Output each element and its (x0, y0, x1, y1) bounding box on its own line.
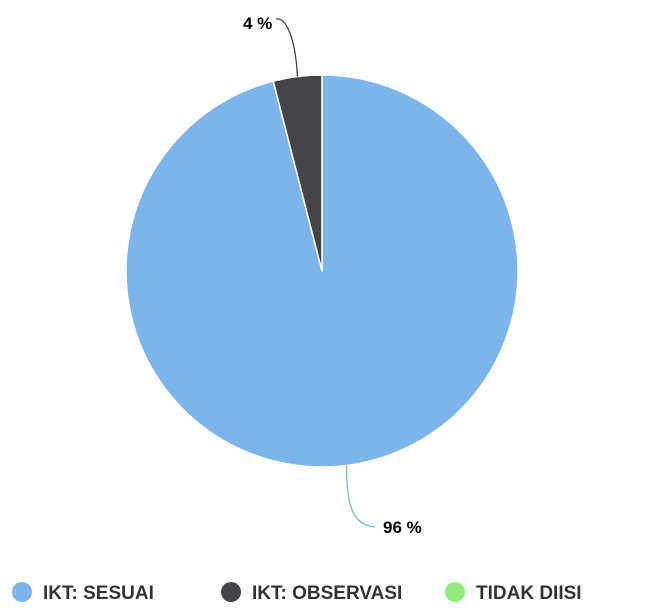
legend-label-ikt-sesuai: IKT: SESUAI (43, 583, 154, 604)
data-label-ikt-sesuai: 96 % (383, 518, 422, 537)
pie-slices (125, 74, 519, 468)
legend: IKT: SESUAI IKT: OBSERVASI TIDAK DIISI (12, 582, 582, 604)
legend-label-ikt-observasi: IKT: OBSERVASI (252, 583, 402, 604)
data-label-ikt-observasi: 4 % (243, 14, 272, 33)
legend-item-ikt-sesuai[interactable]: IKT: SESUAI (12, 582, 154, 604)
legend-item-ikt-observasi[interactable]: IKT: OBSERVASI (221, 582, 402, 604)
data-labels: 96 % 4 % (243, 14, 422, 537)
legend-item-tidak-diisi[interactable]: TIDAK DIISI (445, 582, 582, 604)
leader-line-ikt-sesuai (345, 465, 376, 528)
legend-swatch-tidak-diisi (445, 582, 465, 602)
pie-slice-ikt-observasi[interactable] (272, 74, 323, 272)
legend-swatch-ikt-sesuai (12, 582, 32, 602)
legend-label-tidak-diisi: TIDAK DIISI (476, 583, 582, 604)
leader-line-ikt-observasi (275, 18, 299, 77)
legend-swatch-ikt-observasi (221, 582, 241, 602)
